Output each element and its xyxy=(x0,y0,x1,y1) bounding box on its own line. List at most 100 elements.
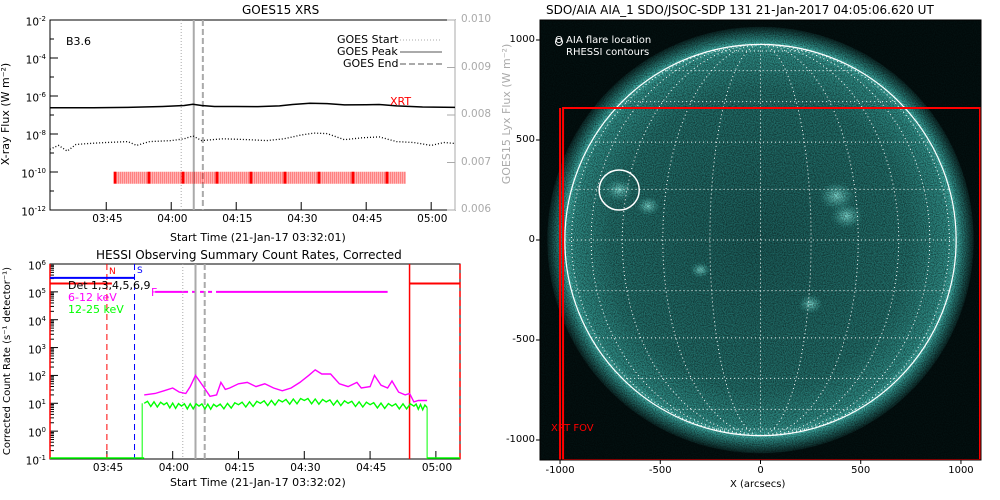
x-tick-label: -500 xyxy=(648,465,672,476)
longitude-line xyxy=(662,43,761,437)
x-tick-label: 04:45 xyxy=(352,213,383,225)
x-tick-label: 04:45 xyxy=(356,462,387,474)
longitude-line xyxy=(760,43,900,437)
exponent: -2 xyxy=(39,15,46,23)
exponent: -4 xyxy=(39,53,46,61)
y-tick-label: 101 xyxy=(28,398,46,412)
hessi-ylabel: Corrected Count Rate (s⁻¹ detector⁻¹) xyxy=(2,266,13,456)
y-tick-label: 10-4 xyxy=(25,53,46,67)
y-tick-label: 10-10 xyxy=(21,167,46,181)
exponent: 3 xyxy=(41,342,46,351)
exponent: 1 xyxy=(41,398,46,407)
saa-flag: S xyxy=(137,266,143,276)
goes-long-series xyxy=(49,102,456,109)
goes-xlabel: Start Time (21-Jan-17 03:32:01) xyxy=(170,231,346,244)
legend-aia-flare: O AIA flare location xyxy=(555,35,652,46)
legend-rhessi: RHESSI contours xyxy=(566,47,650,58)
y-tick-label: -1000 xyxy=(505,434,535,445)
heliographic-grid xyxy=(564,43,957,437)
right-y-tick-label: 0.006 xyxy=(461,203,492,215)
exponent: 2 xyxy=(41,370,46,379)
y-tick-label: 100 xyxy=(28,426,46,440)
series-6-12kev xyxy=(144,369,428,403)
hessi-title: HESSI Observing Summary Count Rates, Cor… xyxy=(96,248,402,262)
goes-ylabel: X-ray Flux (W m⁻²) xyxy=(0,62,12,166)
xrt-fov-box xyxy=(562,107,981,460)
right-y-tick-label: 0.008 xyxy=(461,108,492,120)
xrt-label: XRT xyxy=(390,95,412,108)
exponent: 6 xyxy=(41,259,46,267)
goes-short-series xyxy=(49,132,456,152)
goes-class-label: B3.6 xyxy=(66,35,92,48)
y-tick-label: 106 xyxy=(28,259,46,273)
y-tick-label: 105 xyxy=(28,286,46,301)
goes-ylabel-right: GOES15 Lyx Flux (W m⁻²) xyxy=(500,43,513,185)
longitude-line xyxy=(570,43,761,437)
legend-goes-peak: GOES Peak xyxy=(337,45,398,58)
exponent: 5 xyxy=(41,286,46,295)
right-y-tick-label: 0.007 xyxy=(461,155,492,168)
x-tick-label: 04:15 xyxy=(222,213,253,225)
y-tick-label: 10-2 xyxy=(25,15,46,29)
y-tick-label: 103 xyxy=(28,342,46,357)
x-tick-label: 04:00 xyxy=(158,462,189,474)
aia-xlabel: X (arcsecs) xyxy=(730,479,786,490)
x-tick-label: 03:45 xyxy=(92,213,123,225)
longitude-line xyxy=(621,43,761,437)
legend-goes-start: GOES Start xyxy=(337,33,399,46)
x-tick-label: 0 xyxy=(757,465,764,476)
x-tick-label: 03:45 xyxy=(92,462,124,474)
y-tick-label: 104 xyxy=(28,314,46,329)
exponent: 4 xyxy=(41,314,46,323)
x-tick-label: 04:00 xyxy=(157,213,188,225)
y-tick-label: 10-1 xyxy=(25,454,46,468)
image-noise xyxy=(540,20,981,460)
flare-flag: F xyxy=(151,286,158,299)
longitude-line xyxy=(760,43,951,437)
x-tick-label: 500 xyxy=(851,465,871,476)
x-tick-label: -1000 xyxy=(545,465,575,476)
y-tick-label: 10-12 xyxy=(21,205,46,219)
legend-6-12kev: 6-12 keV xyxy=(68,291,117,304)
aia-image xyxy=(540,20,981,460)
hessi-xlabel: Start Time (21-Jan-17 03:32:02) xyxy=(170,476,346,489)
series-12-25kev xyxy=(143,397,428,412)
solar-limb xyxy=(564,43,957,437)
legend-detectors: Det 1,3,4,5,6,9 xyxy=(68,279,151,292)
exponent: -8 xyxy=(39,129,46,137)
y-tick-label: -500 xyxy=(512,334,535,345)
right-y-tick-label: 0.009 xyxy=(461,60,492,73)
y-tick-label: 10-8 xyxy=(25,129,46,143)
y-tick-label: 102 xyxy=(28,370,46,384)
exponent: -1 xyxy=(39,454,46,462)
longitude-line xyxy=(760,43,931,437)
x-tick-label: 04:15 xyxy=(224,462,255,474)
legend-goes-end: GOES End xyxy=(343,57,399,70)
exponent: 0 xyxy=(41,426,46,435)
right-y-tick-label: 0.010 xyxy=(461,13,492,25)
x-tick-label: 05:00 xyxy=(417,213,448,225)
x-tick-label: 04:30 xyxy=(290,462,321,474)
y-tick-label: 1000 xyxy=(509,34,535,45)
x-tick-label: 05:00 xyxy=(421,462,453,474)
legend-12-25kev: 12-25 keV xyxy=(68,303,124,316)
goes-title: GOES15 XRS xyxy=(242,3,320,17)
legend-circle-icon xyxy=(555,38,563,46)
longitude-line xyxy=(590,43,761,437)
flare-location-circle xyxy=(598,169,640,211)
y-tick-label: 10-6 xyxy=(25,91,46,105)
y-tick-label: 0 xyxy=(528,234,535,245)
xrt-obs-band xyxy=(115,172,405,184)
y-tick-label: 500 xyxy=(515,134,535,145)
night-flag: N xyxy=(109,267,116,277)
x-tick-label: 04:30 xyxy=(287,213,318,225)
exponent: -10 xyxy=(34,167,46,175)
longitude-line xyxy=(760,43,859,437)
exponent: -12 xyxy=(34,205,46,213)
xrt-fov-label: XRT FOV xyxy=(551,423,594,434)
x-tick-label: 1000 xyxy=(948,465,974,476)
exponent: -6 xyxy=(39,91,46,99)
aia-title: SDO/AIA AIA_1 SDO/JSOC-SDP 131 21-Jan-20… xyxy=(546,3,934,17)
